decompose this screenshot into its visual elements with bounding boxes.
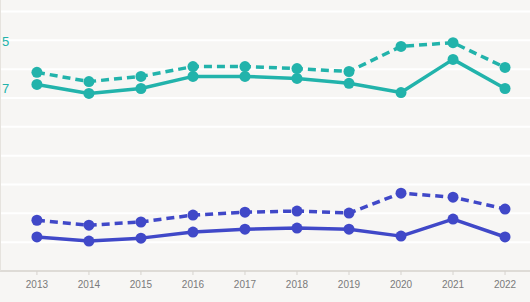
x-tick (88, 271, 89, 275)
series-point (187, 210, 198, 221)
series-point (343, 224, 354, 235)
series-point (396, 231, 407, 242)
x-tick (36, 271, 37, 275)
series-group (31, 37, 510, 246)
series-point (343, 66, 354, 77)
series-point (343, 78, 354, 89)
series-point (31, 67, 42, 78)
series-point (239, 71, 250, 82)
x-tick-label: 2014 (78, 279, 101, 290)
series-point (135, 71, 146, 82)
series-point (187, 227, 198, 238)
chart: 2013 2014 2015 2016 2017 2018 2019 2020 2021 2022… (0, 0, 530, 302)
grid-line (0, 11, 530, 13)
grid-line (0, 97, 530, 99)
series-point (500, 83, 511, 94)
series-point (500, 62, 511, 73)
x-tick-label: 2019 (338, 279, 361, 290)
series-point (135, 233, 146, 244)
annotation: 7 (2, 81, 9, 96)
series-point (291, 63, 302, 74)
series-point (135, 83, 146, 94)
series-point (239, 207, 250, 218)
series-point (187, 61, 198, 72)
x-tick-label: 2021 (442, 279, 465, 290)
series-point (500, 204, 511, 215)
series-point (31, 215, 42, 226)
series-point (135, 216, 146, 227)
series-point (448, 37, 459, 48)
x-tick-label: 2016 (182, 279, 205, 290)
series-point (448, 54, 459, 65)
x-tick (192, 271, 193, 275)
series-line (37, 193, 505, 225)
series-point (83, 220, 94, 231)
grid-line (0, 270, 530, 272)
series-point (291, 73, 302, 84)
x-tick (348, 271, 349, 275)
x-tick-label: 2022 (494, 279, 517, 290)
series-point (83, 88, 94, 99)
series-point (31, 231, 42, 242)
series-point (396, 87, 407, 98)
x-tick-label: 2017 (234, 279, 257, 290)
x-tick-label: 2018 (286, 279, 309, 290)
x-tick-label: 2013 (26, 279, 49, 290)
series-point (448, 192, 459, 203)
grid-line (0, 126, 530, 128)
series-line (37, 59, 505, 93)
series-point (396, 188, 407, 199)
y-axis-line (0, 0, 1, 271)
x-axis-line (0, 271, 530, 272)
series-point (291, 223, 302, 234)
series-point (291, 206, 302, 217)
series-point (187, 71, 198, 82)
series-point (31, 79, 42, 90)
series-point (83, 236, 94, 247)
x-tick (244, 271, 245, 275)
series-point (448, 214, 459, 225)
series-line (37, 219, 505, 241)
x-tick (453, 271, 454, 275)
annotation: 5 (2, 34, 9, 49)
x-tick (296, 271, 297, 275)
series-point (83, 76, 94, 87)
x-tick-label: 2015 (130, 279, 153, 290)
series-point (500, 231, 511, 242)
series-point (396, 41, 407, 52)
series-point (239, 61, 250, 72)
x-tick-label: 2020 (390, 279, 413, 290)
x-tick (401, 271, 402, 275)
x-tick (505, 271, 506, 275)
grid-line (0, 184, 530, 186)
series-point (343, 208, 354, 219)
grid-line (0, 68, 530, 70)
x-tick (140, 271, 141, 275)
series-point (239, 224, 250, 235)
grid-line (0, 155, 530, 157)
